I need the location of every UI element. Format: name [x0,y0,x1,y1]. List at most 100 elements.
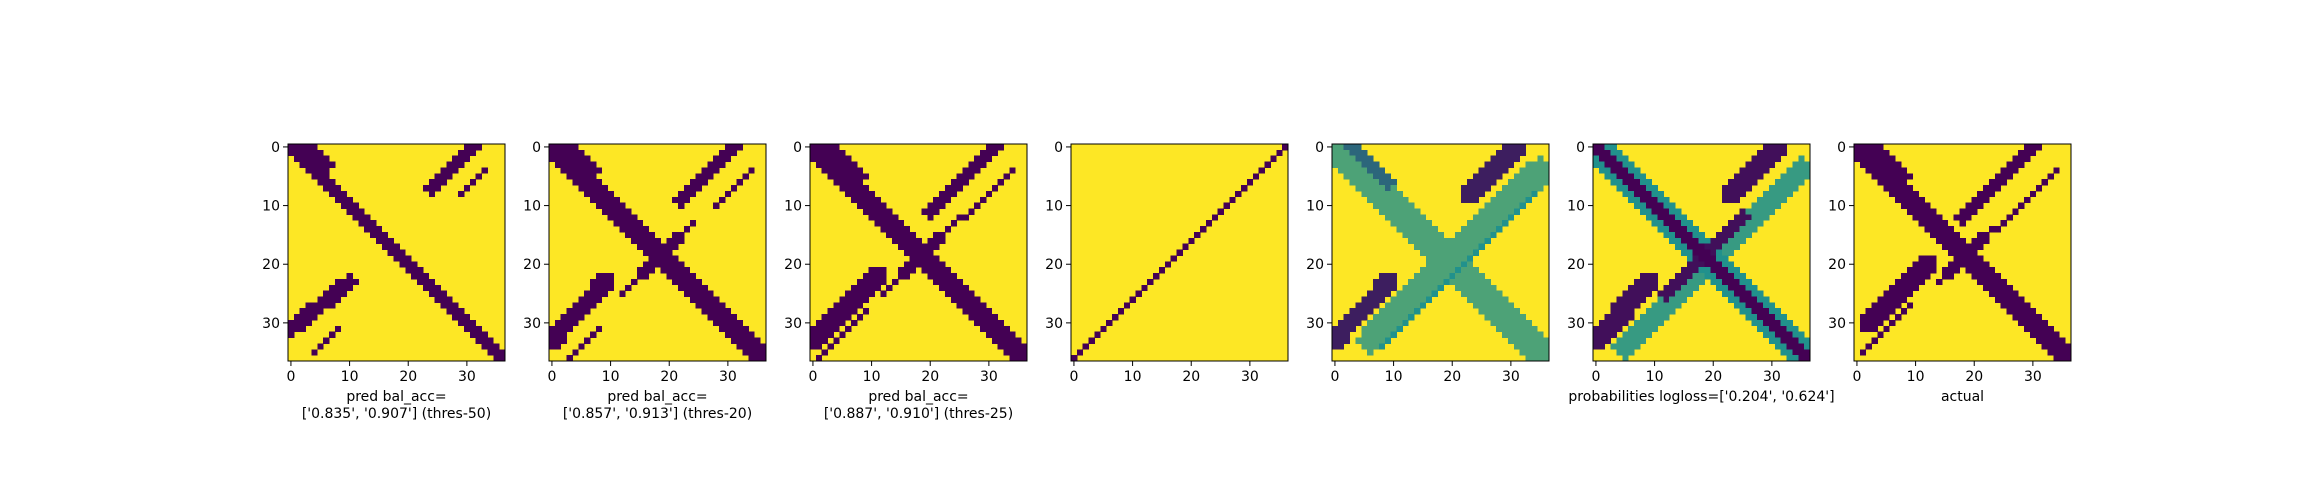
heatmap-cell [707,302,714,309]
heatmap-cell [1680,243,1688,250]
heatmap-cell [2006,284,2013,292]
heatmap-cell [1496,214,1503,221]
heatmap-cell [1716,267,1723,274]
heatmap-cell [1425,249,1433,256]
y-tick-label: 10 [1045,199,1063,215]
heatmap-cell [845,190,852,198]
heatmap-cell [1716,261,1723,268]
heatmap-cell [810,155,817,162]
heatmap-cell [678,202,685,209]
heatmap-cell [2047,331,2054,338]
heatmap-cell [886,284,893,292]
heatmap-cell [672,267,679,274]
heatmap-cell [654,243,661,250]
heatmap-cell [1739,308,1746,315]
heatmap-cell [1531,325,1538,333]
heatmap-cell [909,243,916,250]
heatmap-cell [1763,167,1770,174]
heatmap-cell [1977,231,1984,239]
y-tick-label: 30 [1567,316,1585,332]
heatmap-cell [1622,337,1629,344]
heatmap-cell [1431,284,1438,292]
heatmap-cell [856,190,864,198]
heatmap-cell [1519,202,1526,209]
heatmap-cell [1153,273,1160,280]
heatmap-cell [1455,243,1462,250]
x-tick-label: 0 [286,369,295,385]
heatmap-cell [1361,302,1368,309]
heatmap-cell [434,173,441,180]
heatmap-cell [334,190,342,198]
heatmap-cell [1977,273,1984,280]
heatmap-cell [1355,149,1362,157]
heatmap-cell [1478,243,1485,250]
heatmap-cell [417,278,424,286]
heatmap-cell [1686,255,1694,262]
heatmap-cell [1639,337,1647,344]
heatmap-cell [933,208,940,215]
heatmap-cell [666,237,673,245]
heatmap-cell [1490,290,1497,297]
heatmap-cell [1751,226,1758,233]
heatmap-cell [1437,267,1444,274]
heatmap-cell [701,167,708,174]
heatmap-cell [1367,302,1374,309]
heatmap-cell [944,278,952,286]
heatmap-cell [1502,155,1509,162]
heatmap-cell [1977,267,1984,274]
heatmap-cell [1337,144,1345,151]
heatmap-cell [2000,173,2007,180]
heatmap-cell [1918,196,1925,204]
heatmap-cell [560,144,567,151]
heatmap-cell [1502,214,1509,221]
heatmap-cell [1780,319,1787,327]
heatmap-cell [1883,155,1890,162]
heatmap-cell [1883,290,1890,297]
heatmap-cell [915,255,922,262]
heatmap-cell [1924,255,1931,262]
heatmap-cell [1780,144,1787,151]
heatmap-cell [1722,267,1729,274]
heatmap-cell [323,185,330,192]
heatmap-cell [815,325,823,333]
heatmap-cell [810,325,817,333]
heatmap-cell [1425,243,1433,250]
heatmap-cell [1616,349,1623,356]
heatmap-cell [1431,255,1438,262]
heatmap-cell [713,167,720,174]
heatmap-cell [1994,284,2002,292]
heatmap-cell [584,296,591,303]
heatmap-cell [1622,296,1629,303]
heatmap-cell [1698,278,1705,286]
heatmap-cell [334,325,342,333]
heatmap-cell [329,161,336,168]
heatmap-cell [1373,290,1380,297]
heatmap-cell [452,314,459,321]
heatmap-cell [897,231,905,239]
heatmap-cell [1604,167,1611,174]
heatmap-cell [707,308,714,315]
heatmap-cell [851,161,858,168]
heatmap-cell [317,296,324,303]
heatmap-cell [1889,284,1896,292]
heatmap-cell [1496,190,1503,198]
heatmap-cell [1622,155,1629,162]
heatmap-cell [1496,167,1503,174]
heatmap-cell [821,155,828,162]
heatmap-cell [1651,214,1658,221]
heatmap-cell [1786,167,1793,174]
heatmap-cell [1437,231,1444,239]
heatmap-cell [1727,284,1735,292]
heatmap-cell [985,314,993,321]
heatmap-cell [572,149,579,157]
heatmap-cell [1965,208,1972,215]
heatmap-cell [1651,314,1658,321]
heatmap-cell [719,196,726,204]
heatmap-cell [1918,273,1925,280]
heatmap-cell [440,173,447,180]
heatmap-cell [1437,273,1444,280]
heatmap-cell [1396,196,1403,204]
heatmap-cell [1645,319,1653,327]
heatmap-cell [601,190,609,198]
heatmap-cell [1378,314,1386,321]
